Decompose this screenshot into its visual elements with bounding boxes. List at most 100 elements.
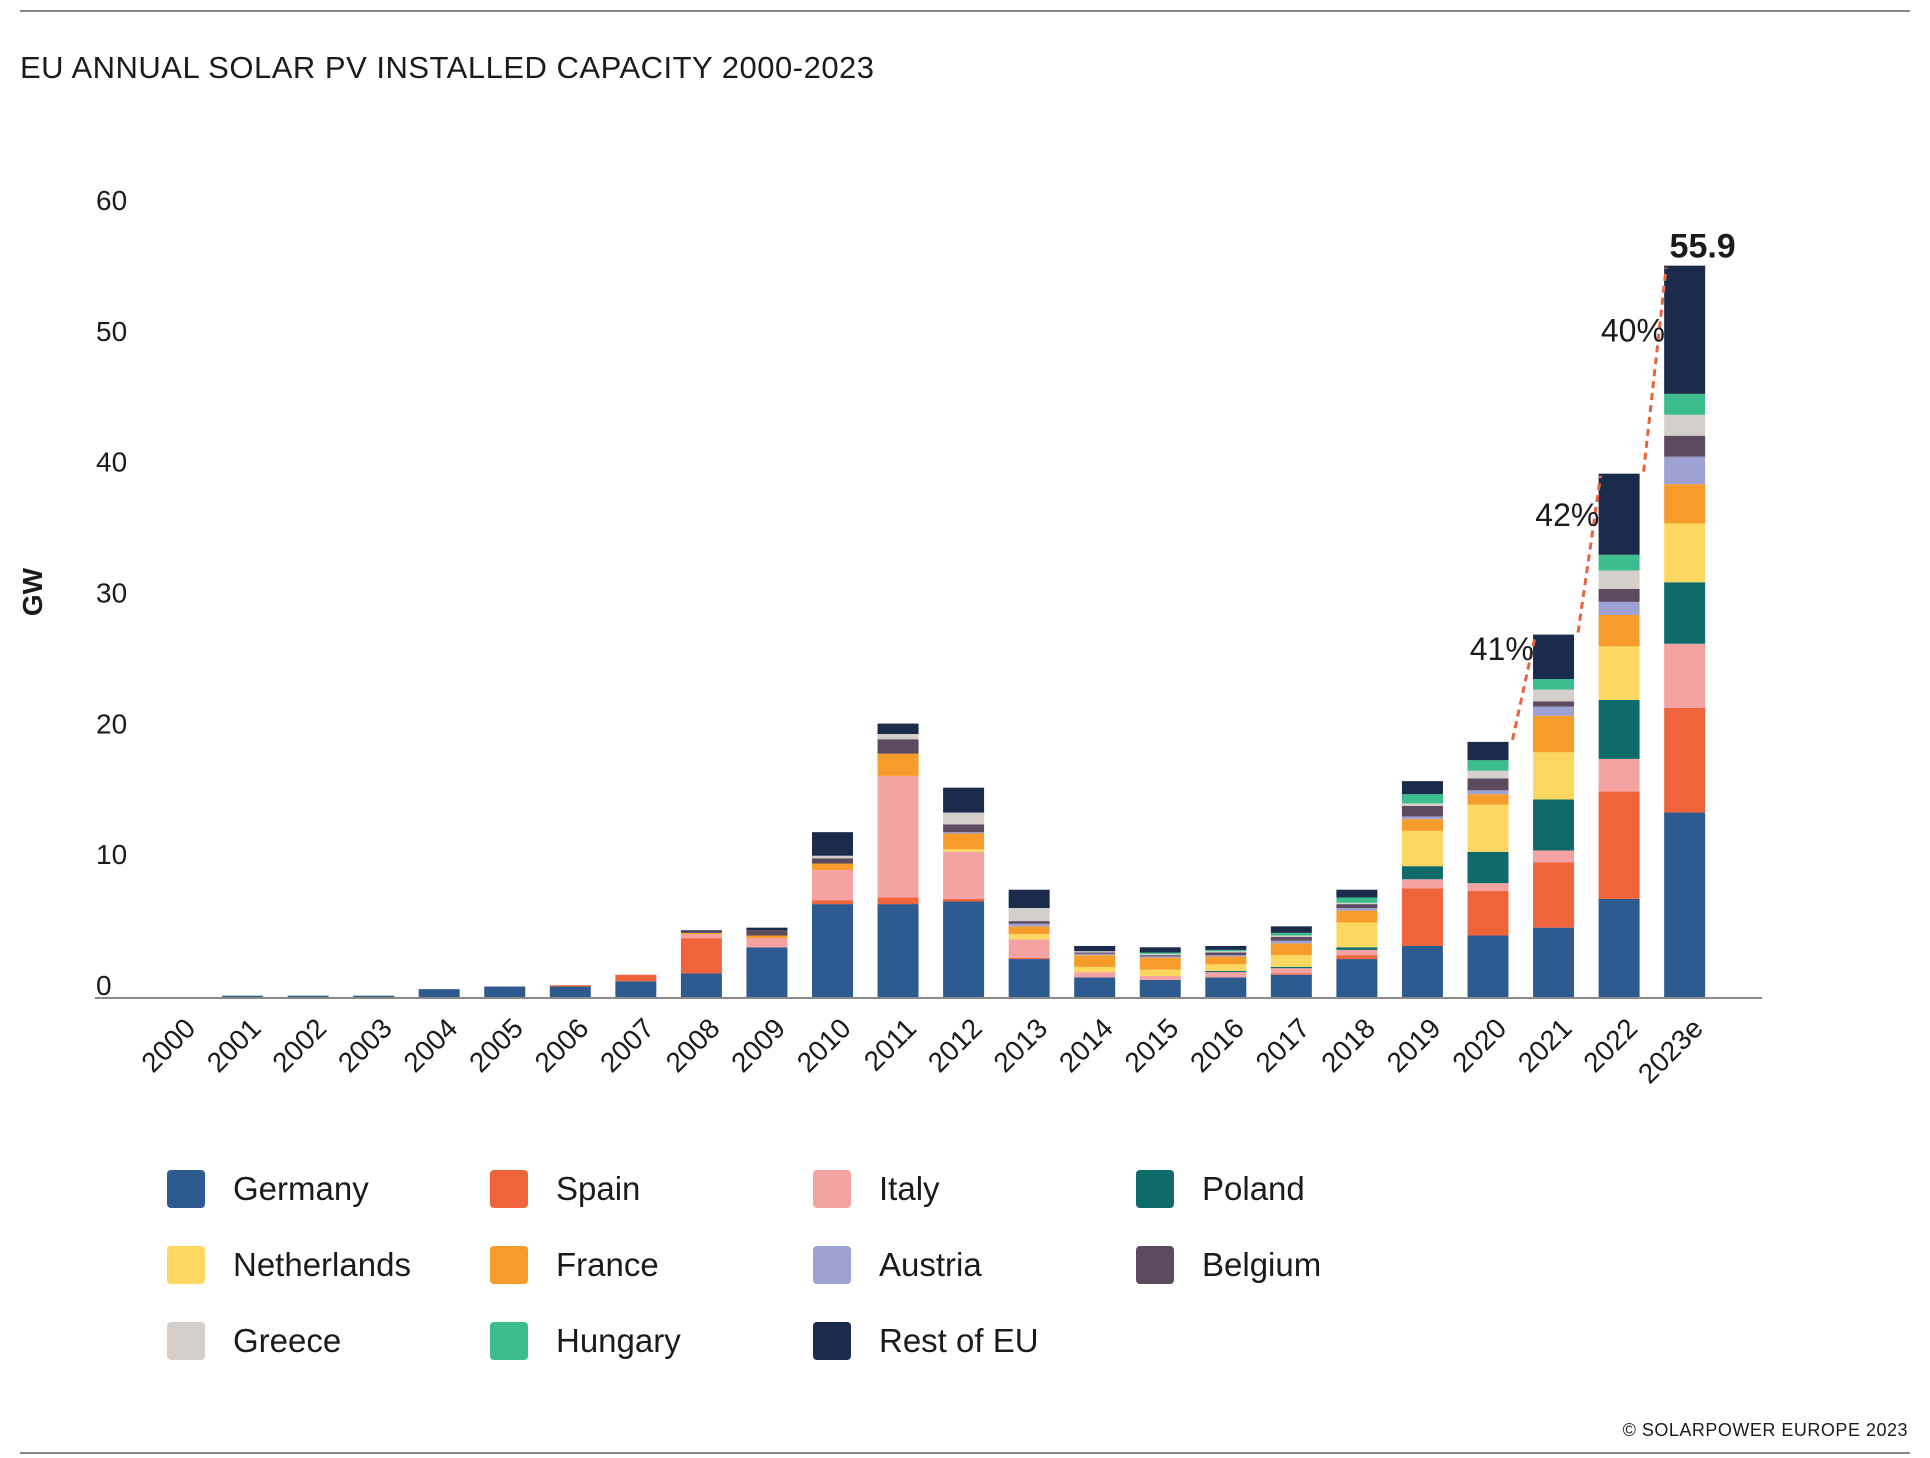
x-tick-label-2002: 2002: [266, 1012, 332, 1078]
bar-segment-belgium-2014: [1074, 952, 1116, 954]
bar-segment-greece-2014: [1074, 951, 1116, 953]
bar-segment-germany-2019: [1401, 945, 1443, 997]
bar-segment-germany-2021: [1533, 927, 1575, 997]
legend-label-greece: Greece: [233, 1322, 342, 1359]
bar-segment-austria-2013: [1008, 923, 1050, 927]
bar-segment-spain-2008: [680, 938, 722, 974]
bar-segment-rest-of-eu-2008: [680, 930, 722, 932]
y-tick-label-50: 50: [96, 316, 127, 347]
bar-segment-italy-2014: [1074, 972, 1116, 978]
bar-segment-italy-2011: [877, 775, 919, 898]
x-tick-label-2016: 2016: [1184, 1012, 1250, 1078]
bar-segment-germany-2013: [1008, 959, 1050, 997]
bar-segment-rest-of-eu-2019: [1401, 781, 1443, 795]
legend-label-germany: Germany: [233, 1170, 369, 1207]
bar-segment-germany-2015: [1139, 979, 1181, 997]
bar-segment-germany-2016: [1205, 977, 1247, 997]
bar-segment-hungary-2023e: [1664, 393, 1706, 415]
x-tick-label-2017: 2017: [1250, 1012, 1316, 1078]
legend-swatch-france: [490, 1246, 528, 1284]
bar-segment-austria-2020: [1467, 790, 1509, 795]
x-tick-label-2005: 2005: [463, 1012, 529, 1078]
bar-segment-germany-2001: [222, 995, 264, 997]
bar-segment-germany-2006: [549, 986, 591, 997]
bar-segment-spain-2017: [1270, 973, 1312, 975]
bar-segment-italy-2016: [1205, 972, 1247, 978]
x-tick-label-2009: 2009: [725, 1012, 791, 1078]
bar-segment-spain-2022: [1598, 791, 1640, 899]
bar-segment-austria-2017: [1270, 940, 1312, 944]
bar-segment-rest-of-eu-2014: [1074, 945, 1116, 952]
bar-segment-belgium-2011: [877, 739, 919, 754]
bar-segment-belgium-2021: [1533, 701, 1575, 707]
x-tick-label-2020: 2020: [1446, 1012, 1512, 1078]
bar-segment-poland-2018: [1336, 947, 1378, 950]
bar-segment-france-2013: [1008, 926, 1050, 935]
legend-swatch-austria: [813, 1246, 851, 1284]
bar-segment-greece-2016: [1205, 951, 1247, 953]
y-tick-label-0: 0: [96, 970, 112, 1001]
bar-segment-belgium-2008: [680, 931, 722, 933]
legend-swatch-spain: [490, 1170, 528, 1208]
bar-segment-poland-2022: [1598, 700, 1640, 759]
bar-segment-greece-2022: [1598, 570, 1640, 589]
bar-segment-austria-2023e: [1664, 456, 1706, 485]
x-tick-label-2014: 2014: [1053, 1012, 1119, 1078]
bar-segment-netherlands-2017: [1270, 955, 1312, 967]
legend-label-spain: Spain: [556, 1170, 641, 1207]
bar-segment-poland-2017: [1270, 966, 1312, 969]
bar-segment-austria-2014: [1074, 953, 1116, 956]
legend-swatch-netherlands: [167, 1246, 205, 1284]
bar-segment-austria-2019: [1401, 816, 1443, 820]
bar-segment-netherlands-2021: [1533, 752, 1575, 800]
bar-segment-poland-2019: [1401, 866, 1443, 880]
legend-item-greece: Greece: [167, 1322, 341, 1360]
x-tick-label-2008: 2008: [660, 1012, 726, 1078]
x-tick-label-2018: 2018: [1315, 1012, 1381, 1078]
bar-segment-italy-2009: [746, 938, 788, 948]
bar-segment-austria-2021: [1533, 706, 1575, 716]
bar-segment-netherlands-2020: [1467, 804, 1509, 852]
bar-segment-rest-of-eu-2015: [1139, 947, 1181, 953]
legend-swatch-poland: [1136, 1170, 1174, 1208]
legend-label-italy: Italy: [879, 1170, 940, 1207]
bar-segment-france-2016: [1205, 956, 1247, 965]
x-tick-label-2013: 2013: [987, 1012, 1053, 1078]
legend-item-rest-of-eu: Rest of EU: [813, 1322, 1039, 1360]
legend-item-austria: Austria: [813, 1246, 982, 1284]
bar-segment-france-2020: [1467, 794, 1509, 805]
bar-segment-france-2017: [1270, 943, 1312, 956]
bar-segment-poland-2020: [1467, 851, 1509, 884]
y-axis-label: GW: [17, 567, 48, 616]
bar-segment-italy-2019: [1401, 879, 1443, 889]
bar-segment-germany-2014: [1074, 977, 1116, 997]
bar-segment-greece-2013: [1008, 908, 1050, 922]
bar-segment-netherlands-2019: [1401, 830, 1443, 867]
growth-label-2023e: 40%: [1601, 313, 1665, 349]
bar-segment-belgium-2015: [1139, 955, 1181, 957]
bar-segment-greece-2023e: [1664, 414, 1706, 436]
x-tick-label-2007: 2007: [594, 1012, 660, 1078]
bar-segment-france-2010: [812, 863, 853, 871]
bar-segment-italy-2008: [680, 934, 722, 939]
x-tick-label-2019: 2019: [1381, 1012, 1447, 1078]
bar-segment-hungary-2020: [1467, 760, 1509, 771]
y-tick-label-60: 60: [96, 185, 127, 216]
bar-segment-spain-2011: [877, 897, 919, 905]
legend-swatch-italy: [813, 1170, 851, 1208]
x-tick-label-2023e: 2023e: [1632, 1012, 1709, 1089]
bar-segment-rest-of-eu-2017: [1270, 926, 1312, 933]
bar-segment-france-2009: [746, 935, 788, 939]
bar-segment-austria-2016: [1205, 955, 1247, 957]
x-tick-label-2006: 2006: [529, 1012, 595, 1078]
bar-segment-hungary-2017: [1270, 932, 1312, 936]
bar-segment-rest-of-eu-2021: [1533, 634, 1575, 680]
growth-label-2022: 42%: [1535, 497, 1599, 533]
total-label-2023e: 55.9: [1670, 228, 1736, 266]
x-tick-label-2003: 2003: [332, 1012, 398, 1078]
bar-segment-netherlands-2016: [1205, 964, 1247, 971]
bar-segment-hungary-2022: [1598, 554, 1640, 571]
bar-segment-poland-2023e: [1664, 582, 1706, 644]
bar-segment-france-2021: [1533, 715, 1575, 753]
